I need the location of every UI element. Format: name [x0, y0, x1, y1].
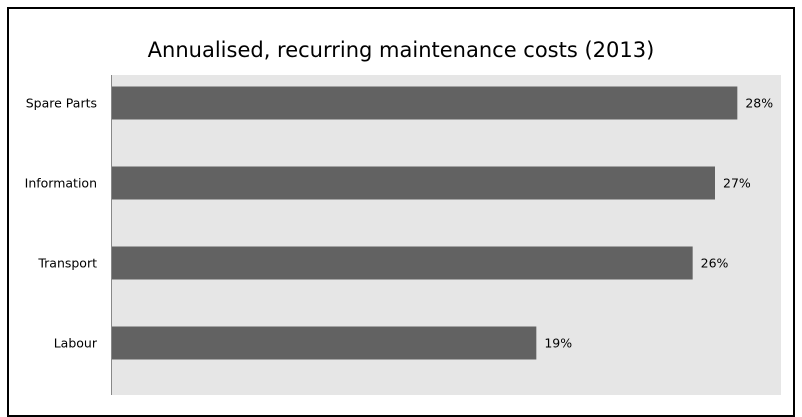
bar-transport: [112, 246, 693, 280]
category-label: Information: [25, 176, 97, 191]
data-label: 19%: [544, 336, 572, 351]
data-label: 27%: [723, 176, 751, 191]
data-label: 26%: [701, 256, 729, 271]
category-label: Labour: [54, 336, 98, 351]
category-label: Spare Parts: [26, 96, 97, 111]
bar-chart: Spare Parts 28% Information 27% Transport 26%…: [25, 75, 781, 395]
bar-labour: [112, 326, 537, 360]
bar-information: [112, 166, 715, 200]
category-label: Transport: [37, 256, 97, 271]
data-label: 28%: [745, 96, 773, 111]
chart-title: Annualised, recurring maintenance costs …: [147, 38, 655, 62]
bar-spare-parts: [112, 86, 738, 120]
